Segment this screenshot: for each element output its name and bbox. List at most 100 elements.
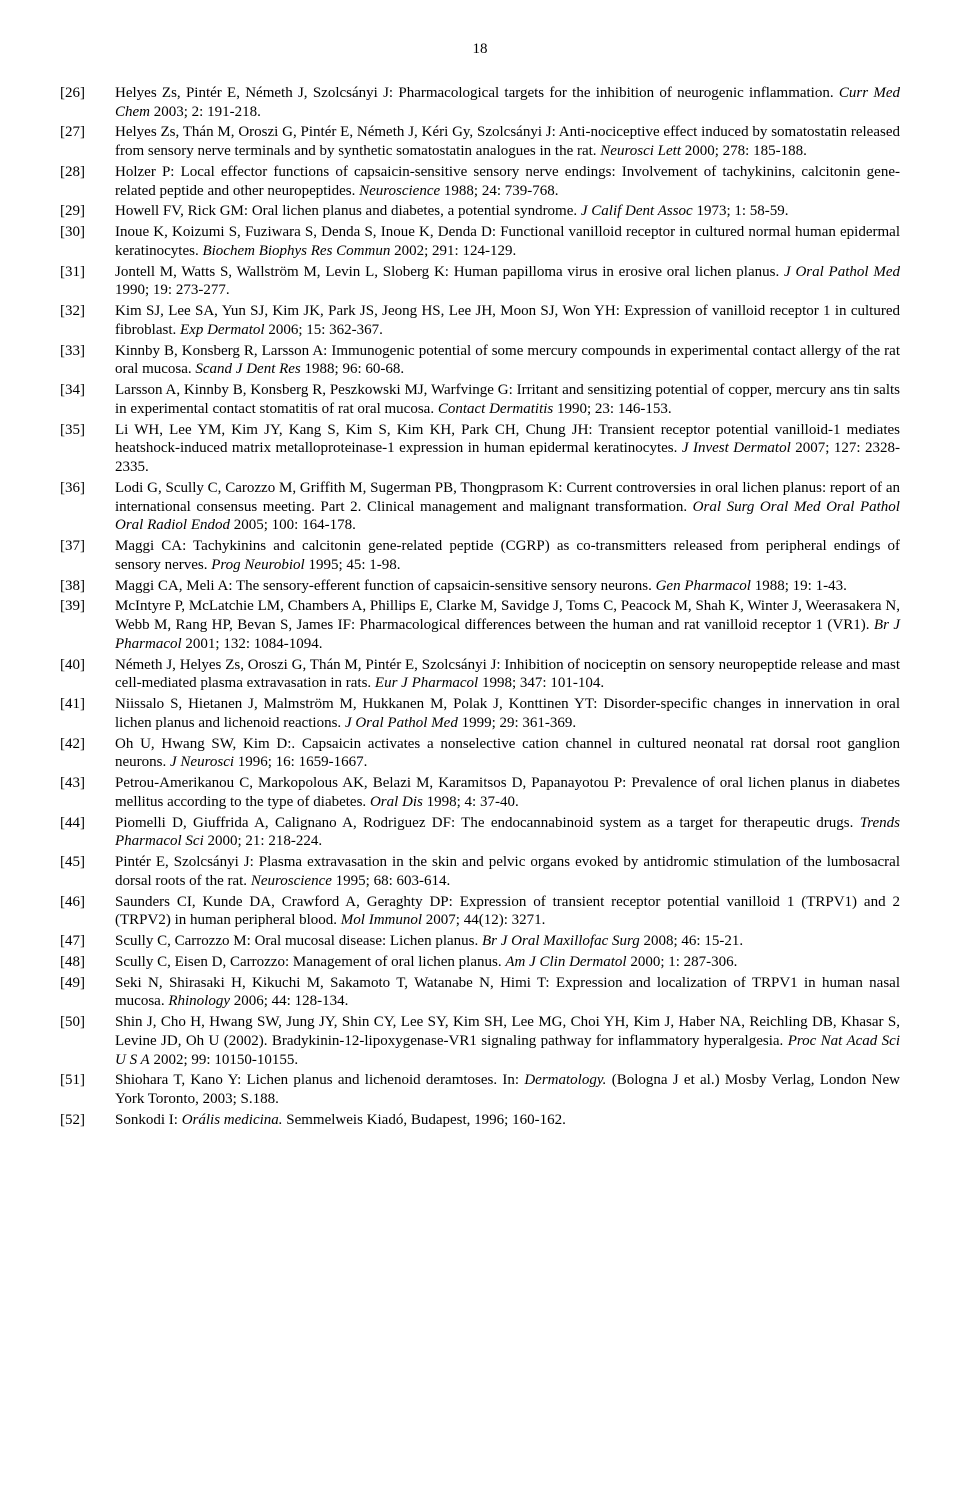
reference-suffix: 1990; 23: 146-153. xyxy=(553,401,671,417)
reference-item: [46]Saunders CI, Kunde DA, Crawford A, G… xyxy=(60,893,900,931)
reference-prefix: Jontell M, Watts S, Wallström M, Levin L… xyxy=(115,264,784,280)
reference-text: Pintér E, Szolcsányi J: Plasma extravasa… xyxy=(115,853,900,891)
reference-text: Larsson A, Kinnby B, Konsberg R, Peszkow… xyxy=(115,381,900,419)
reference-text: Lodi G, Scully C, Carozzo M, Griffith M,… xyxy=(115,479,900,535)
reference-item: [41]Niissalo S, Hietanen J, Malmström M,… xyxy=(60,695,900,733)
reference-text: Inoue K, Koizumi S, Fuziwara S, Denda S,… xyxy=(115,223,900,261)
reference-suffix: 2003; 2: 191-218. xyxy=(150,104,261,120)
reference-journal: Neurosci Lett xyxy=(600,143,681,159)
reference-suffix: 1990; 19: 273-277. xyxy=(115,282,230,298)
reference-suffix: 2002; 291: 124-129. xyxy=(390,243,516,259)
reference-number: [30] xyxy=(60,223,115,261)
reference-suffix: 1973; 1: 58-59. xyxy=(693,203,789,219)
reference-text: Shin J, Cho H, Hwang SW, Jung JY, Shin C… xyxy=(115,1013,900,1069)
reference-item: [30]Inoue K, Koizumi S, Fuziwara S, Dend… xyxy=(60,223,900,261)
reference-suffix: 2000; 1: 287-306. xyxy=(627,954,738,970)
reference-item: [27]Helyes Zs, Thán M, Oroszi G, Pintér … xyxy=(60,123,900,161)
reference-text: Niissalo S, Hietanen J, Malmström M, Huk… xyxy=(115,695,900,733)
reference-item: [44]Piomelli D, Giuffrida A, Calignano A… xyxy=(60,814,900,852)
reference-number: [31] xyxy=(60,263,115,301)
reference-journal: Oral Dis xyxy=(370,794,423,810)
reference-prefix: Pintér E, Szolcsányi J: Plasma extravasa… xyxy=(115,854,900,889)
reference-item: [33]Kinnby B, Konsberg R, Larsson A: Imm… xyxy=(60,342,900,380)
reference-number: [51] xyxy=(60,1071,115,1109)
reference-journal: Scand J Dent Res xyxy=(195,361,300,377)
reference-journal: J Oral Pathol Med xyxy=(784,264,900,280)
reference-text: Howell FV, Rick GM: Oral lichen planus a… xyxy=(115,202,900,221)
reference-text: Németh J, Helyes Zs, Oroszi G, Thán M, P… xyxy=(115,656,900,694)
reference-suffix: 1996; 16: 1659-1667. xyxy=(234,754,367,770)
reference-text: Kim SJ, Lee SA, Yun SJ, Kim JK, Park JS,… xyxy=(115,302,900,340)
reference-number: [47] xyxy=(60,932,115,951)
reference-item: [29]Howell FV, Rick GM: Oral lichen plan… xyxy=(60,202,900,221)
reference-text: Seki N, Shirasaki H, Kikuchi M, Sakamoto… xyxy=(115,974,900,1012)
reference-number: [52] xyxy=(60,1111,115,1130)
reference-text: McIntyre P, McLatchie LM, Chambers A, Ph… xyxy=(115,597,900,653)
reference-item: [48]Scully C, Eisen D, Carrozzo: Managem… xyxy=(60,953,900,972)
reference-journal: Br J Oral Maxillofac Surg xyxy=(482,933,640,949)
reference-journal: J Neurosci xyxy=(170,754,234,770)
reference-item: [35]Li WH, Lee YM, Kim JY, Kang S, Kim S… xyxy=(60,421,900,477)
reference-number: [48] xyxy=(60,953,115,972)
reference-text: Shiohara T, Kano Y: Lichen planus and li… xyxy=(115,1071,900,1109)
reference-journal: Mol Immunol xyxy=(341,912,422,928)
reference-suffix: 2000; 278: 185-188. xyxy=(681,143,807,159)
reference-suffix: 1988; 24: 739-768. xyxy=(440,183,558,199)
reference-number: [41] xyxy=(60,695,115,733)
reference-item: [42]Oh U, Hwang SW, Kim D:. Capsaicin ac… xyxy=(60,735,900,773)
reference-text: Petrou-Amerikanou C, Markopolous AK, Bel… xyxy=(115,774,900,812)
reference-number: [49] xyxy=(60,974,115,1012)
reference-item: [47]Scully C, Carrozzo M: Oral mucosal d… xyxy=(60,932,900,951)
reference-journal: J Oral Pathol Med xyxy=(345,715,458,731)
reference-text: Helyes Zs, Pintér E, Németh J, Szolcsány… xyxy=(115,84,900,122)
reference-suffix: Semmelweis Kiadó, Budapest, 1996; 160-16… xyxy=(283,1112,566,1128)
reference-journal: Orális medicina. xyxy=(182,1112,283,1128)
reference-suffix: 2001; 132: 1084-1094. xyxy=(182,636,323,652)
reference-journal: Exp Dermatol xyxy=(180,322,265,338)
reference-suffix: 2002; 99: 10150-10155. xyxy=(150,1052,298,1068)
reference-prefix: Helyes Zs, Pintér E, Németh J, Szolcsány… xyxy=(115,85,839,101)
reference-journal: Biochem Biophys Res Commun xyxy=(202,243,390,259)
reference-suffix: 2006; 44: 128-134. xyxy=(230,993,348,1009)
reference-number: [43] xyxy=(60,774,115,812)
reference-number: [32] xyxy=(60,302,115,340)
reference-item: [38]Maggi CA, Meli A: The sensory-effere… xyxy=(60,577,900,596)
reference-item: [45]Pintér E, Szolcsányi J: Plasma extra… xyxy=(60,853,900,891)
reference-number: [28] xyxy=(60,163,115,201)
reference-item: [36]Lodi G, Scully C, Carozzo M, Griffit… xyxy=(60,479,900,535)
reference-journal: Rhinology xyxy=(168,993,230,1009)
reference-text: Helyes Zs, Thán M, Oroszi G, Pintér E, N… xyxy=(115,123,900,161)
reference-number: [42] xyxy=(60,735,115,773)
reference-journal: Neuroscience xyxy=(251,873,332,889)
reference-text: Maggi CA: Tachykinins and calcitonin gen… xyxy=(115,537,900,575)
reference-item: [52]Sonkodi I: Orális medicina. Semmelwe… xyxy=(60,1111,900,1130)
reference-text: Li WH, Lee YM, Kim JY, Kang S, Kim S, Ki… xyxy=(115,421,900,477)
reference-text: Piomelli D, Giuffrida A, Calignano A, Ro… xyxy=(115,814,900,852)
reference-item: [51]Shiohara T, Kano Y: Lichen planus an… xyxy=(60,1071,900,1109)
reference-journal: Gen Pharmacol xyxy=(656,578,751,594)
reference-number: [36] xyxy=(60,479,115,535)
reference-item: [26]Helyes Zs, Pintér E, Németh J, Szolc… xyxy=(60,84,900,122)
reference-text: Saunders CI, Kunde DA, Crawford A, Gerag… xyxy=(115,893,900,931)
reference-item: [34]Larsson A, Kinnby B, Konsberg R, Pes… xyxy=(60,381,900,419)
reference-number: [44] xyxy=(60,814,115,852)
reference-item: [49]Seki N, Shirasaki H, Kikuchi M, Saka… xyxy=(60,974,900,1012)
reference-item: [43]Petrou-Amerikanou C, Markopolous AK,… xyxy=(60,774,900,812)
reference-number: [33] xyxy=(60,342,115,380)
reference-item: [50]Shin J, Cho H, Hwang SW, Jung JY, Sh… xyxy=(60,1013,900,1069)
reference-journal: J Invest Dermatol xyxy=(682,440,791,456)
reference-prefix: Sonkodi I: xyxy=(115,1112,182,1128)
reference-prefix: Howell FV, Rick GM: Oral lichen planus a… xyxy=(115,203,581,219)
reference-item: [37]Maggi CA: Tachykinins and calcitonin… xyxy=(60,537,900,575)
reference-text: Scully C, Eisen D, Carrozzo: Management … xyxy=(115,953,900,972)
reference-number: [37] xyxy=(60,537,115,575)
reference-journal: Neuroscience xyxy=(359,183,440,199)
reference-item: [39]McIntyre P, McLatchie LM, Chambers A… xyxy=(60,597,900,653)
reference-suffix: 2005; 100: 164-178. xyxy=(230,517,356,533)
reference-suffix: 2008; 46: 15-21. xyxy=(640,933,743,949)
reference-prefix: Maggi CA, Meli A: The sensory-efferent f… xyxy=(115,578,656,594)
page-number: 18 xyxy=(60,40,900,59)
reference-suffix: 1998; 347: 101-104. xyxy=(478,675,604,691)
reference-number: [46] xyxy=(60,893,115,931)
reference-number: [34] xyxy=(60,381,115,419)
